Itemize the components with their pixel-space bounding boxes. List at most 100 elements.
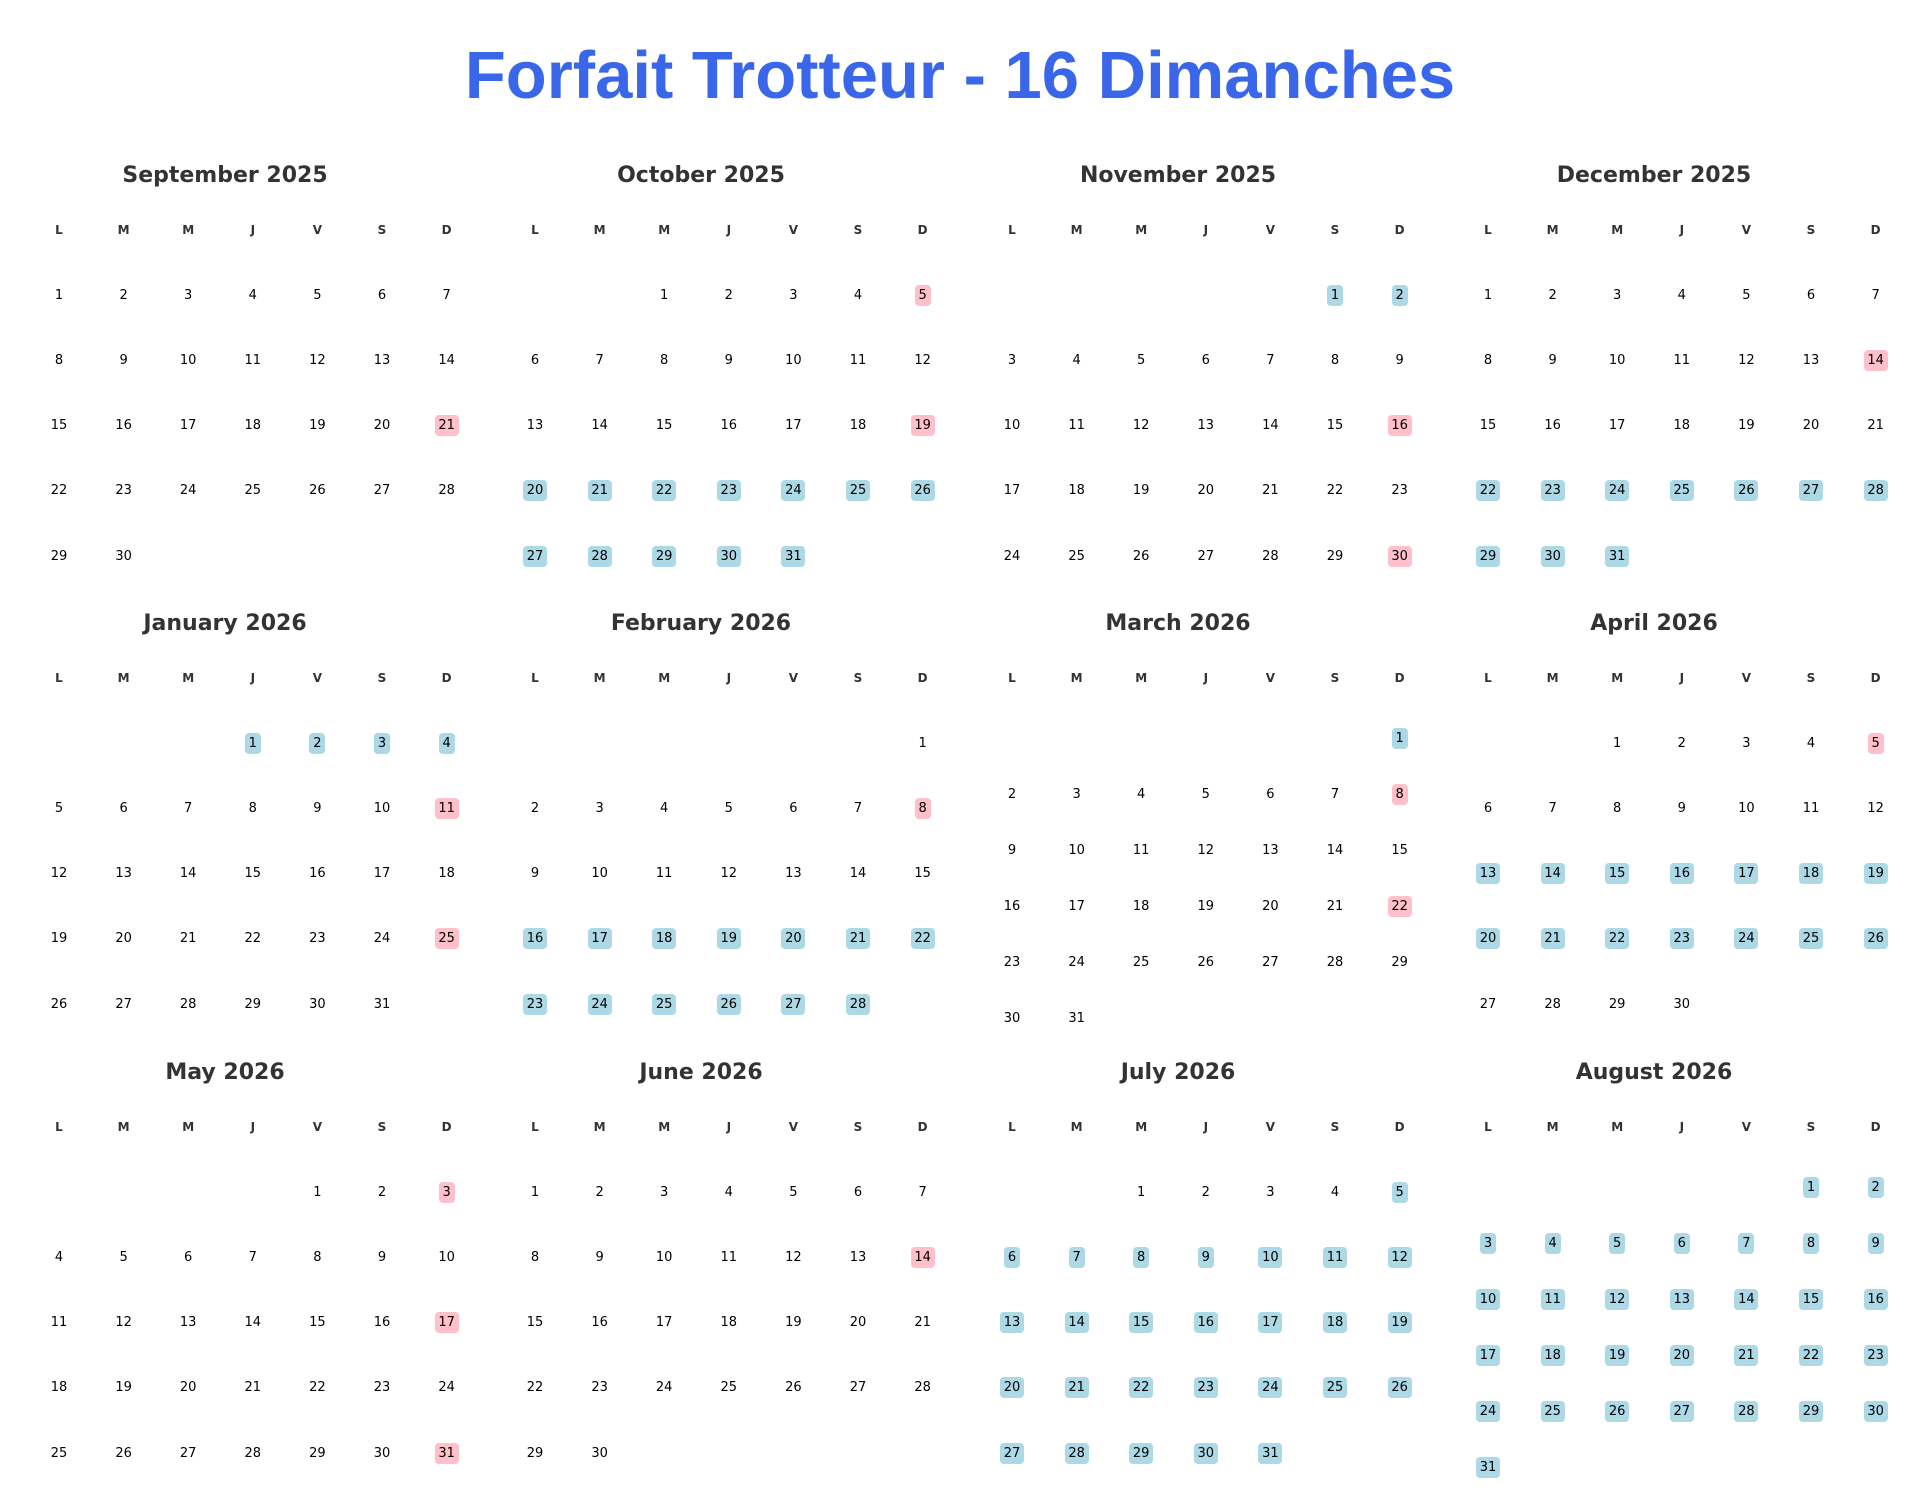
day-cell: 12 — [1738, 352, 1755, 368]
day-cell: 2 — [530, 800, 540, 816]
day-cell: 13 — [526, 418, 544, 434]
day-cell-forfait: 2 — [1391, 284, 1408, 306]
day-cell: 19 — [785, 1315, 802, 1331]
day-cell-forfait: 10 — [1476, 1288, 1500, 1310]
day-cell: 13 — [785, 866, 802, 882]
day-cell: 26 — [1132, 548, 1150, 564]
month-calendar: January 2026 L M M J V S D 1 2 3 4 5 6 7 8 9 10 11 12 13 14 15… — [0, 610, 459, 1030]
weekday-label: M — [1611, 223, 1624, 237]
day-cell: 18 — [849, 418, 867, 434]
day-cell: 17 — [785, 418, 802, 434]
day-cell: 8 — [1483, 352, 1493, 368]
day-cell-forfait: 31 — [1605, 545, 1630, 567]
day-cell: 11 — [1673, 352, 1691, 368]
day-cell-forfait: 2 — [309, 732, 326, 754]
day-cell: 5 — [1201, 786, 1210, 802]
day-cell: 1 — [1483, 287, 1493, 303]
day-cell: 25 — [50, 1445, 68, 1461]
day-cell-forfait: 16 — [523, 928, 547, 950]
day-cell-forfait: 18 — [1799, 863, 1823, 885]
weekday-label: S — [377, 1120, 387, 1134]
month-title: January 2026 — [143, 611, 307, 636]
day-cell-forfait: 22 — [910, 928, 935, 950]
weekday-label: S — [853, 1120, 863, 1134]
day-cell-forfait: 18 — [1323, 1312, 1347, 1334]
day-cell: 19 — [1738, 418, 1755, 434]
day-cell-forfait: 3 — [374, 732, 390, 754]
weekday-label: M — [593, 223, 606, 237]
month-calendar: June 2026 L M M J V S D 1 2 3 4 5 6 7 8 9 10 11 12 13 14 15 16 1… — [476, 1059, 935, 1479]
day-cell: 3 — [1742, 735, 1751, 751]
day-cell: 29 — [1608, 996, 1626, 1012]
weekday-label: M — [182, 1120, 195, 1134]
day-cell: 15 — [655, 418, 673, 434]
day-cell: 4 — [1330, 1184, 1340, 1200]
day-cell-forfait: 5 — [1391, 1181, 1408, 1203]
day-cell: 1 — [1137, 1184, 1146, 1200]
weekday-label: D — [441, 223, 452, 237]
day-cell: 22 — [50, 483, 68, 499]
day-cell-forfait: 27 — [1799, 480, 1823, 502]
day-cell-forfait: 8 — [1133, 1246, 1150, 1268]
weekday-label: J — [1679, 1120, 1685, 1134]
day-cell-forfait: 15 — [1799, 1288, 1823, 1310]
day-cell: 6 — [184, 1249, 193, 1265]
day-cell: 23 — [373, 1380, 391, 1396]
day-cell-dimanche: 5 — [914, 284, 931, 306]
day-cell: 7 — [1266, 352, 1275, 368]
weekday-label: S — [1330, 223, 1340, 237]
day-cell: 23 — [1003, 954, 1021, 970]
weekday-label: L — [1484, 1120, 1492, 1134]
day-cell: 1 — [54, 287, 64, 303]
day-cell: 13 — [849, 1249, 867, 1265]
day-cell: 9 — [313, 800, 322, 816]
day-cell-forfait: 24 — [1734, 928, 1759, 950]
day-cell: 16 — [591, 1315, 608, 1331]
day-cell-forfait: 11 — [1540, 1288, 1565, 1310]
day-cell: 27 — [1197, 548, 1215, 564]
month-calendar: October 2025 L M M J V S D 1 2 3 4 5 6 7 8 9 10 11 12 13 14 15… — [476, 162, 935, 582]
weekday-label: M — [1546, 671, 1559, 685]
day-cell-forfait: 30 — [1863, 1400, 1888, 1422]
weekday-label: L — [531, 223, 539, 237]
weekday-label: S — [1806, 1120, 1816, 1134]
day-cell: 1 — [918, 735, 927, 751]
day-cell: 4 — [724, 1184, 733, 1200]
day-cell: 3 — [1613, 287, 1622, 303]
weekday-label: M — [117, 1120, 130, 1134]
day-cell: 4 — [54, 1249, 64, 1265]
day-cell-forfait: 15 — [1605, 863, 1630, 885]
day-cell: 8 — [248, 800, 257, 816]
day-cell: 29 — [1326, 548, 1344, 564]
weekday-label: V — [1265, 671, 1276, 685]
weekday-label: M — [1611, 671, 1624, 685]
day-cell: 14 — [591, 418, 608, 434]
day-cell: 13 — [373, 352, 391, 368]
day-cell-forfait: 22 — [1799, 1344, 1823, 1366]
day-cell: 14 — [1326, 842, 1344, 858]
day-cell-forfait: 23 — [1540, 480, 1565, 502]
day-cell: 14 — [849, 866, 867, 882]
day-cell: 8 — [313, 1249, 322, 1265]
weekday-label: L — [55, 223, 63, 237]
day-cell: 4 — [248, 287, 257, 303]
day-cell-forfait: 16 — [1193, 1312, 1218, 1334]
day-cell: 24 — [1068, 954, 1085, 970]
day-cell: 9 — [1548, 352, 1557, 368]
day-cell: 21 — [1326, 898, 1344, 914]
month-title: July 2026 — [1120, 1060, 1236, 1085]
day-cell-forfait: 25 — [1323, 1377, 1347, 1399]
day-cell: 10 — [1068, 842, 1085, 858]
day-cell: 24 — [438, 1380, 455, 1396]
weekday-label: J — [1203, 671, 1209, 685]
weekday-label: M — [117, 671, 130, 685]
day-cell-forfait: 29 — [1476, 545, 1500, 567]
day-cell: 24 — [1003, 548, 1021, 564]
month-calendar: July 2026 L M M J V S D 1 2 3 4 5 6 7 8 9 10 11 12 13 14 15 16 1… — [953, 1059, 1412, 1479]
day-cell: 21 — [1262, 483, 1279, 499]
day-cell: 10 — [1003, 418, 1021, 434]
day-cell: 2 — [119, 287, 128, 303]
day-cell: 20 — [373, 418, 391, 434]
day-cell: 15 — [309, 1315, 326, 1331]
day-cell: 15 — [50, 418, 68, 434]
